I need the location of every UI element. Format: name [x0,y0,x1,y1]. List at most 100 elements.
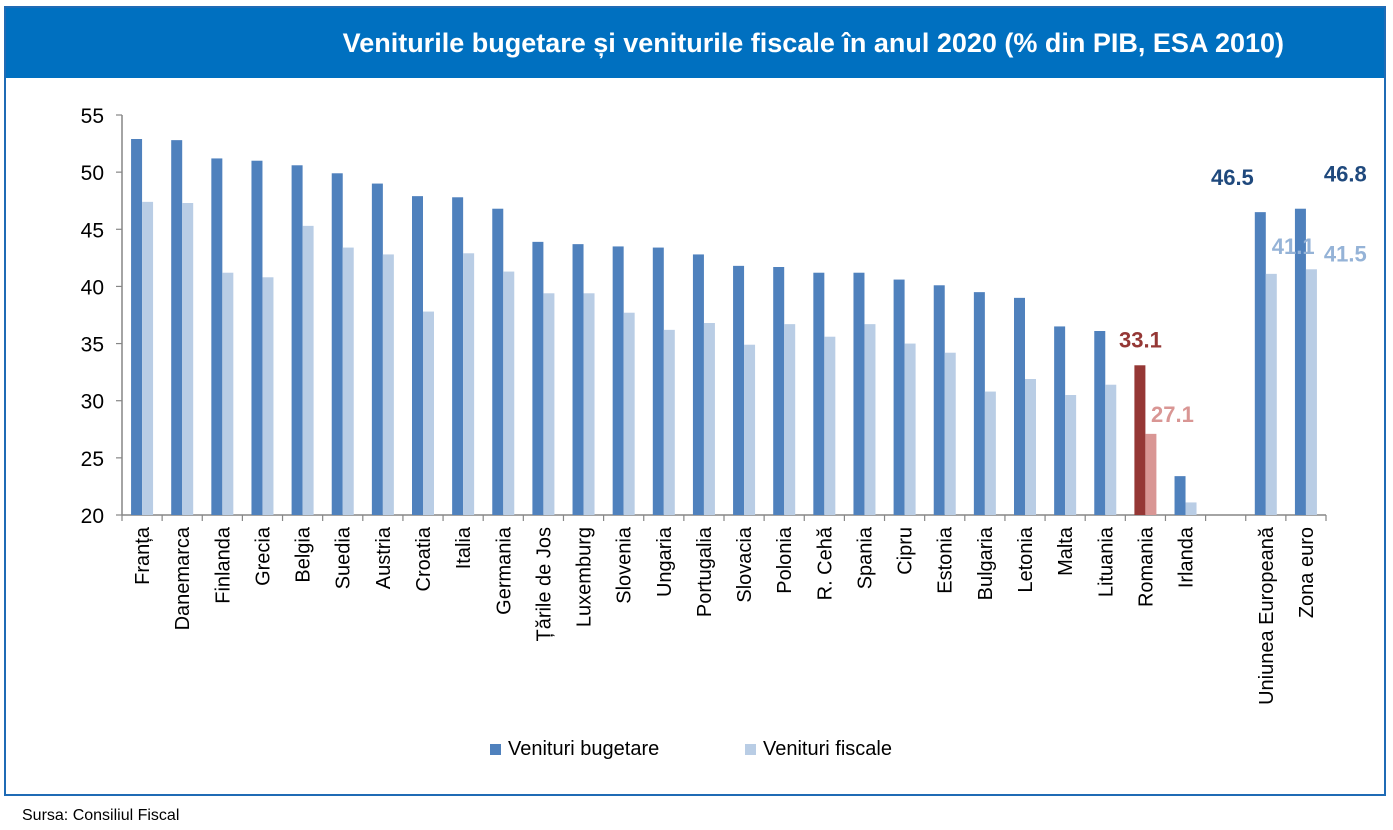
bar-venituri-bugetare-croatia [412,196,423,515]
bar-venituri-fiscale-uniunea-europeana [1265,273,1277,515]
bar-venituri-bugetare-cipru [893,279,905,515]
bar-venituri-fiscale-italia [463,253,475,516]
bar-venituri-fiscale-portugalia [703,323,715,515]
x-tick-label-italia: Italia [453,526,475,569]
bar-venituri-bugetare-luxemburg [572,244,584,515]
x-tick-label-slovenia: Slovenia [614,526,636,604]
x-tick-label-estonia: Estonia [935,526,957,594]
data-label-romania-fiscale: 27.1 [1151,402,1194,427]
bar-venituri-bugetare-tarile-de-jos [532,241,544,515]
bar-venituri-bugetare-danemarca [171,140,183,515]
legend-label-venituri-bugetare: Venituri bugetare [508,738,659,760]
bar-venituri-bugetare-finlanda [211,158,223,515]
bar-venituri-fiscale-ungaria [663,329,675,515]
bar-venituri-bugetare-uniunea-europeana [1254,212,1266,515]
bar-venituri-bugetare-lituania [1094,331,1106,515]
data-label-uniunea-europeana-fiscale: 41.1 [1272,234,1315,259]
x-tick-label-luxemburg: Luxemburg [574,527,596,627]
bar-venituri-bugetare-spania [853,272,865,515]
title-bar: Veniturile bugetare și veniturile fiscal… [6,8,1384,78]
bar-venituri-bugetare-austria [371,183,383,516]
y-tick-label: 20 [81,505,104,528]
bar-venituri-fiscale-slovacia [744,344,756,515]
bar-venituri-bugetare-malta [1054,326,1066,515]
bar-venituri-fiscale-germania [503,271,515,515]
y-tick-label: 50 [81,162,104,185]
legend-swatch-venituri-fiscale [745,744,756,755]
bar-venituri-bugetare-slovenia [612,246,624,515]
chart-title: Veniturile bugetare și veniturile fiscal… [342,28,1284,58]
bar-venituri-fiscale-austria [382,254,394,515]
x-tick-label-malta: Malta [1055,526,1077,576]
x-tick-label-letonia: Letonia [1015,526,1037,592]
bar-venituri-bugetare-ungaria [652,247,664,516]
x-tick-label-cipru: Cipru [895,527,917,575]
bar-venituri-fiscale-polonia [784,324,796,515]
x-tick-label-ungaria: Ungaria [654,526,676,597]
y-tick-label: 35 [81,334,104,357]
bar-venituri-fiscale-danemarca [182,203,194,515]
bar-venituri-fiscale-irlanda [1185,502,1197,515]
x-tick-label-grecia: Grecia [252,526,274,586]
bar-venituri-bugetare-r-ceha [813,272,825,515]
data-label-uniunea-europeana-bugetare: 46.5 [1211,165,1254,190]
x-tick-label-franta: Franța [132,526,154,585]
bar-venituri-bugetare-bulgaria [973,292,985,515]
x-tick-label-bulgaria: Bulgaria [975,526,997,600]
bar-venituri-fiscale-croatia [423,311,434,515]
bar-venituri-fiscale-spania [864,324,876,515]
bar-venituri-bugetare-romania [1134,365,1146,515]
chart-frame: Veniturile bugetare și veniturile fiscal… [4,6,1386,796]
bar-venituri-bugetare-estonia [933,285,945,515]
bar-venituri-fiscale-bulgaria [984,391,996,515]
bar-venituri-fiscale-zona-euro [1305,269,1317,515]
x-tick-label-uniunea-europeana: Uniunea Europeană [1256,526,1278,705]
legend-swatch-venituri-bugetare [490,744,501,755]
x-tick-label-irlanda: Irlanda [1176,526,1198,588]
x-tick-label-tarile-de-jos: Țările de Jos [533,527,555,642]
bar-venituri-bugetare-germania [492,208,504,515]
x-tick-label-belgia: Belgia [293,526,315,582]
data-label-zona-euro-fiscale: 41.5 [1324,241,1367,266]
x-tick-label-finlanda: Finlanda [212,526,234,604]
bar-venituri-fiscale-grecia [262,277,274,515]
bar-venituri-fiscale-estonia [944,352,956,515]
bar-venituri-fiscale-finlanda [222,272,234,515]
x-tick-label-suedia: Suedia [333,526,355,589]
data-label-zona-euro-bugetare: 46.8 [1324,162,1367,187]
x-tick-label-austria: Austria [373,526,395,589]
bar-venituri-bugetare-suedia [331,173,343,516]
x-tick-label-r-ceha: R. Cehă [814,526,836,600]
bar-venituri-fiscale-tarile-de-jos [543,293,555,515]
bar-venituri-bugetare-polonia [773,267,785,515]
bar-venituri-fiscale-suedia [342,247,354,516]
bar-venituri-fiscale-luxemburg [583,293,595,515]
bar-venituri-fiscale-malta [1065,395,1077,515]
legend-label-venituri-fiscale: Venituri fiscale [763,738,892,760]
y-tick-label: 45 [81,219,104,242]
bar-venituri-bugetare-belgia [291,165,303,516]
bar-venituri-bugetare-slovacia [733,265,745,515]
y-tick-label: 30 [81,391,104,414]
bar-venituri-fiscale-cipru [904,343,916,515]
y-tick-label: 25 [81,448,104,471]
bar-venituri-bugetare-zona-euro [1294,208,1306,515]
x-tick-label-polonia: Polonia [774,526,796,594]
x-tick-label-romania: Romania [1135,526,1157,607]
y-tick-label: 55 [81,105,104,128]
x-tick-label-lituania: Lituania [1095,526,1117,597]
bar-venituri-bugetare-grecia [251,160,263,515]
bar-venituri-fiscale-franta [142,201,154,515]
x-tick-label-croatia: Croatia [413,526,435,591]
bar-venituri-fiscale-letonia [1025,379,1036,515]
bar-venituri-bugetare-irlanda [1174,476,1186,515]
bar-venituri-fiscale-slovenia [623,312,635,515]
data-label-romania-bugetare: 33.1 [1119,327,1162,352]
y-tick-label: 40 [81,276,104,299]
bar-venituri-bugetare-portugalia [692,254,704,515]
bar-venituri-fiscale-lituania [1105,384,1117,515]
x-tick-label-spania: Spania [854,526,876,589]
bar-venituri-bugetare-franta [131,139,143,515]
x-tick-label-zona-euro: Zona euro [1296,527,1318,618]
